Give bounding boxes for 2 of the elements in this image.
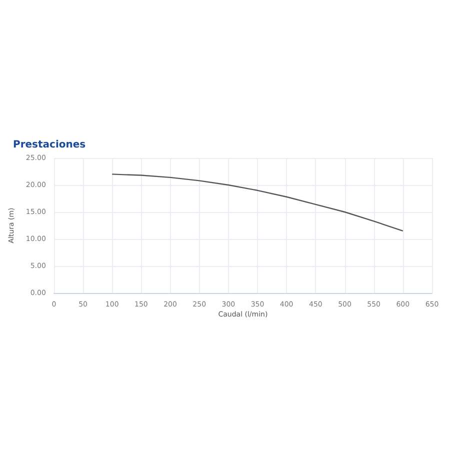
line-series xyxy=(112,174,404,232)
chart-title: Prestaciones xyxy=(13,140,86,150)
